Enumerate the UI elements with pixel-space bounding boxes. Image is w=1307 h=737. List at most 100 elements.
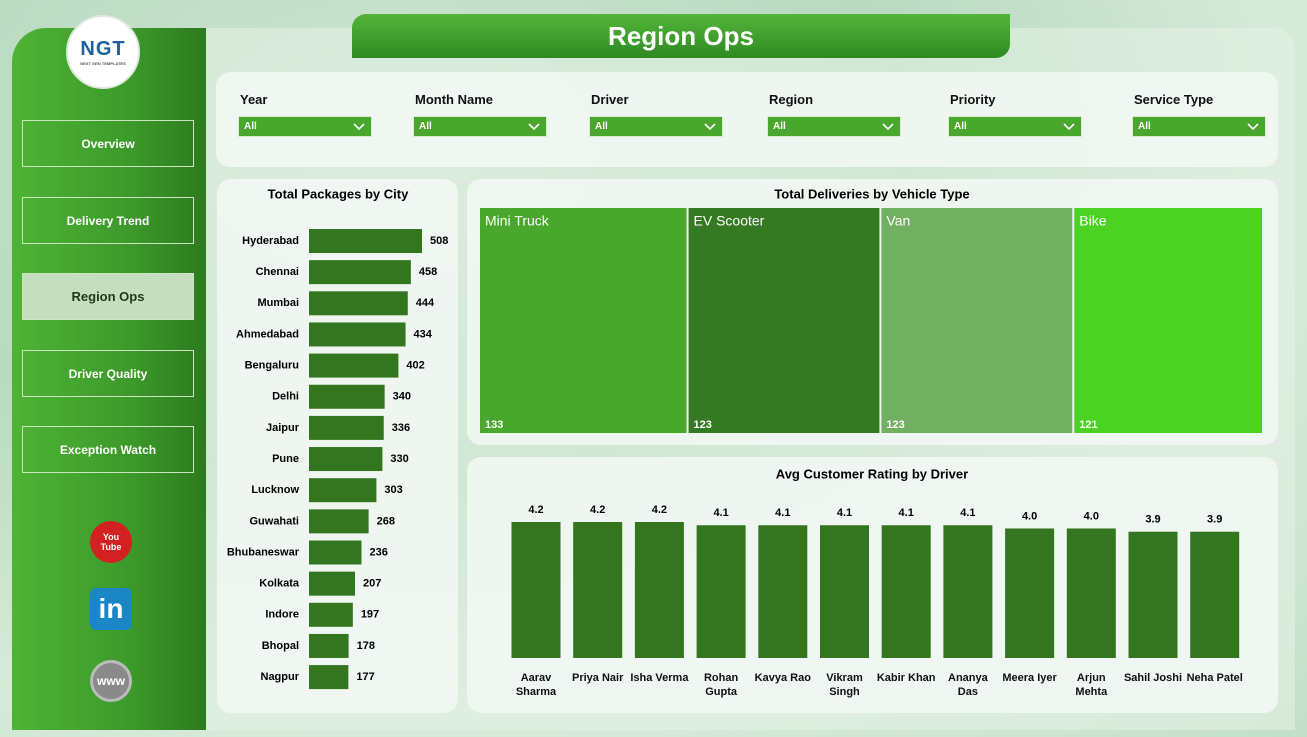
bar — [309, 633, 349, 658]
filter-label: Driver — [591, 92, 629, 107]
bar — [943, 525, 993, 658]
social-icon[interactable]: You Tube — [90, 521, 132, 563]
bar — [820, 525, 869, 658]
data-label: 444 — [416, 297, 435, 309]
data-label: 3.9 — [1207, 514, 1222, 526]
y-tick-label: Indore — [265, 609, 299, 621]
nav-button[interactable]: Region Ops — [22, 273, 194, 320]
social-icon[interactable]: www — [90, 660, 132, 702]
data-label: 121 — [1079, 419, 1097, 431]
filter-dropdown[interactable]: All — [413, 116, 547, 137]
data-label: 434 — [414, 328, 433, 340]
y-tick-label: Bhopal — [262, 640, 299, 652]
data-label: 207 — [363, 578, 381, 590]
bar — [1005, 528, 1055, 658]
chart-title: Total Deliveries by Vehicle Type — [774, 186, 969, 201]
data-label: 4.2 — [528, 504, 543, 516]
data-label: 4.1 — [899, 507, 914, 519]
data-label: 4.1 — [713, 507, 728, 519]
nav-button[interactable]: Driver Quality — [22, 350, 194, 397]
filter-value: All — [773, 121, 786, 132]
x-tick-label: Ananya Das — [948, 672, 988, 698]
page-title: Region Ops — [352, 14, 1010, 58]
city-chart-card: Total Packages by City Hyderabad 508 Chenna… — [217, 179, 458, 713]
y-tick-label: Pune — [272, 453, 299, 465]
filter-label: Month Name — [415, 92, 493, 107]
bar — [309, 602, 353, 627]
bar — [881, 525, 931, 658]
bar — [309, 291, 408, 316]
chevron — [1063, 122, 1075, 130]
chevron — [528, 122, 540, 130]
bar — [309, 447, 383, 472]
y-tick-label: Bhubaneswar — [227, 546, 300, 558]
bar — [309, 665, 349, 690]
bar — [309, 415, 384, 440]
social-icon[interactable]: in — [90, 588, 132, 630]
chevron — [704, 122, 716, 130]
bar — [309, 229, 422, 253]
data-label: 178 — [357, 640, 375, 652]
rating-chart-card: Avg Customer Rating by Driver 4.2 4.2 4.2 4.… — [467, 457, 1278, 713]
filter-value: All — [244, 121, 257, 132]
data-label: 4.2 — [652, 504, 667, 516]
filter-value: All — [419, 121, 432, 132]
y-tick-label: Ahmedabad — [236, 328, 299, 340]
bar — [309, 384, 385, 409]
x-tick-label: Aarav Sharma — [515, 672, 557, 698]
filter-label: Region — [769, 92, 814, 107]
chevron — [1247, 122, 1259, 130]
y-tick-label: Nagpur — [261, 671, 300, 683]
bar — [1128, 531, 1178, 658]
nav-button[interactable]: Exception Watch — [22, 426, 194, 473]
nav-button[interactable]: Delivery Trend — [22, 197, 194, 244]
data-label: 236 — [369, 546, 387, 558]
chart: Avg Customer Rating by Driver 4.2 4.2 4.2 4.… — [511, 466, 1240, 658]
data-label: 402 — [406, 360, 424, 372]
x-tick-label: Kavya Rao — [754, 672, 811, 684]
x-tick-label: Rohan Gupta — [703, 672, 739, 698]
data-label: 4.1 — [775, 507, 790, 519]
filter-dropdown[interactable]: All — [948, 116, 1082, 137]
data-label: 4.1 — [960, 507, 975, 519]
cell-label: Mini Truck — [485, 213, 550, 229]
y-tick-label: Mumbai — [257, 297, 299, 309]
chart-title: Avg Customer Rating by Driver — [776, 466, 968, 481]
bar — [1066, 528, 1116, 658]
filter-dropdown[interactable]: All — [1132, 116, 1266, 137]
y-tick-label: Bengaluru — [245, 360, 299, 372]
bar — [309, 478, 377, 503]
filter-value: All — [1138, 121, 1151, 132]
x-tick-label: Isha Verma — [630, 672, 689, 684]
data-label: 508 — [430, 235, 448, 247]
x-tick-label: Neha Patel — [1186, 672, 1243, 684]
data-label: 4.0 — [1084, 510, 1099, 522]
y-tick-label: Guwahati — [249, 515, 299, 527]
bar — [309, 571, 356, 596]
filter-label: Service Type — [1134, 92, 1214, 107]
bar — [634, 522, 684, 658]
filter-dropdown[interactable]: All — [767, 116, 901, 137]
bar — [309, 353, 399, 378]
bar — [309, 260, 411, 285]
logo-name: NGT — [80, 38, 126, 60]
filter-dropdown[interactable]: All — [589, 116, 723, 137]
data-label: 458 — [419, 266, 437, 278]
bar — [573, 522, 623, 658]
y-tick-label: Kolkata — [259, 578, 300, 590]
filter-dropdown[interactable]: All — [238, 116, 372, 137]
nav-button[interactable]: Overview — [22, 120, 194, 167]
x-tick-label: Sahil Joshi — [1123, 672, 1183, 684]
chart-title: Total Packages by City — [268, 186, 409, 201]
bar — [309, 322, 406, 347]
data-label: 340 — [393, 391, 411, 403]
x-tick-label: Kabir Khan — [876, 672, 936, 684]
chevron — [353, 122, 365, 130]
y-tick-label: Hyderabad — [242, 235, 299, 247]
filter-value: All — [954, 121, 967, 132]
vehicle-chart-card: Total Deliveries by Vehicle Type Mini Tru… — [467, 179, 1278, 445]
filter-label: Priority — [950, 92, 996, 107]
filter-value: All — [595, 121, 608, 132]
data-label: 3.9 — [1145, 514, 1160, 526]
